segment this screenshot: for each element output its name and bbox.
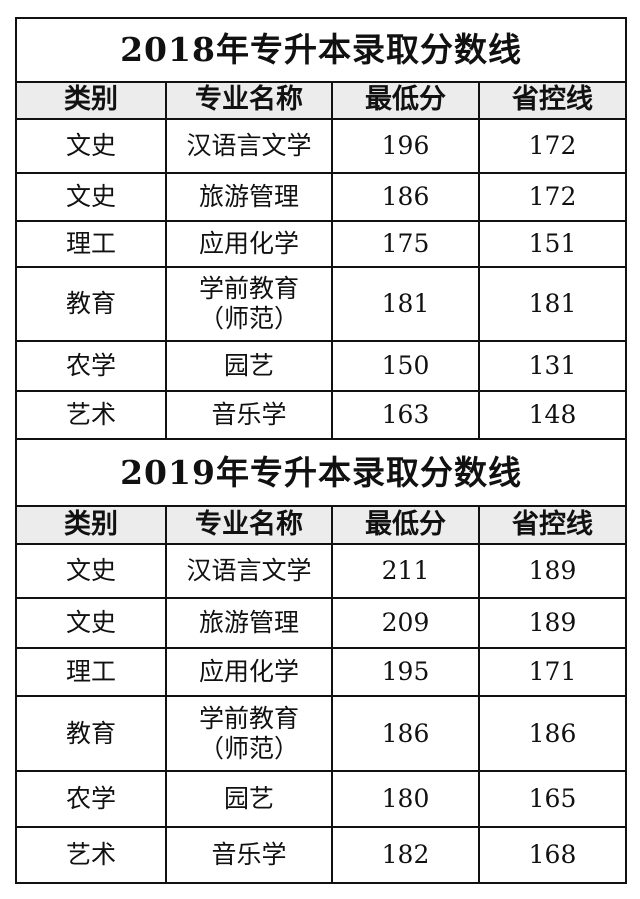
- cell-min-score: 209: [331, 597, 480, 649]
- cell-major: 学前教育 （师范）: [165, 695, 333, 772]
- table-title: 2019年专升本录取分数线: [14, 438, 628, 507]
- cell-major: 园艺: [165, 340, 333, 392]
- cell-control-line: 148: [477, 390, 628, 440]
- table-title-row: 2019年专升本录取分数线: [14, 438, 628, 507]
- cell-min-score: 186: [331, 695, 480, 772]
- cell-category: 文史: [15, 172, 167, 222]
- table-title: 2018年专升本录取分数线: [14, 17, 628, 83]
- cell-major: 应用化学: [165, 220, 333, 268]
- cell-control-line: 172: [477, 172, 628, 222]
- cell-min-score: 211: [331, 543, 480, 599]
- cell-min-score: 163: [331, 390, 480, 440]
- cell-major: 旅游管理: [165, 597, 333, 649]
- cell-control-line: 189: [477, 597, 628, 649]
- cell-min-score: 196: [331, 118, 480, 174]
- cell-category: 文史: [15, 118, 167, 174]
- column-header: 省控线: [477, 81, 628, 120]
- cell-min-score: 195: [331, 647, 480, 697]
- cell-category: 农学: [15, 340, 167, 392]
- table-row: 文史 旅游管理 186 172: [15, 172, 628, 222]
- cell-control-line: 131: [477, 340, 628, 392]
- table-row: 文史 旅游管理 209 189: [15, 597, 628, 649]
- table-row: 农学 园艺 180 165: [15, 770, 628, 828]
- cell-min-score: 175: [331, 220, 480, 268]
- cell-major: 音乐学: [165, 390, 333, 440]
- cell-control-line: 168: [477, 826, 628, 884]
- cell-control-line: 151: [477, 220, 628, 268]
- column-header: 类别: [15, 505, 167, 545]
- cell-min-score: 180: [331, 770, 480, 828]
- cell-category: 文史: [15, 543, 167, 599]
- header-row: 类别 专业名称 最低分 省控线: [15, 81, 628, 120]
- cell-category: 理工: [15, 647, 167, 697]
- table-row: 教育 学前教育 （师范） 181 181: [15, 266, 628, 342]
- cell-min-score: 186: [331, 172, 480, 222]
- cell-major: 园艺: [165, 770, 333, 828]
- column-header: 最低分: [331, 505, 480, 545]
- table-row: 理工 应用化学 195 171: [15, 647, 628, 697]
- column-header: 最低分: [331, 81, 480, 120]
- cell-category: 艺术: [15, 390, 167, 440]
- cell-major: 学前教育 （师范）: [165, 266, 333, 342]
- table-row: 理工 应用化学 175 151: [15, 220, 628, 268]
- table-row: 文史 汉语言文学 211 189: [15, 543, 628, 599]
- cell-category: 农学: [15, 770, 167, 828]
- cell-major: 汉语言文学: [165, 118, 333, 174]
- cell-category: 教育: [15, 695, 167, 772]
- column-header: 省控线: [477, 505, 628, 545]
- cell-category: 教育: [15, 266, 167, 342]
- cell-control-line: 165: [477, 770, 628, 828]
- cell-control-line: 171: [477, 647, 628, 697]
- cell-major: 旅游管理: [165, 172, 333, 222]
- table-row: 教育 学前教育 （师范） 186 186: [15, 695, 628, 772]
- cell-min-score: 150: [331, 340, 480, 392]
- table-row: 农学 园艺 150 131: [15, 340, 628, 392]
- column-header: 专业名称: [165, 81, 333, 120]
- cell-control-line: 172: [477, 118, 628, 174]
- cell-major: 应用化学: [165, 647, 333, 697]
- cell-category: 理工: [15, 220, 167, 268]
- cell-control-line: 186: [477, 695, 628, 772]
- column-header: 类别: [15, 81, 167, 120]
- cell-major: 汉语言文学: [165, 543, 333, 599]
- table-row: 艺术 音乐学 182 168: [15, 826, 628, 884]
- cell-min-score: 182: [331, 826, 480, 884]
- cell-category: 文史: [15, 597, 167, 649]
- column-header: 专业名称: [165, 505, 333, 545]
- cell-control-line: 181: [477, 266, 628, 342]
- table-row: 艺术 音乐学 163 148: [15, 390, 628, 440]
- table-row: 文史 汉语言文学 196 172: [15, 118, 628, 174]
- score-tables: 2018年专升本录取分数线 类别 专业名称 最低分 省控线 文史 汉语言文学 196 172 文史…: [14, 17, 628, 884]
- cell-category: 艺术: [15, 826, 167, 884]
- table-title-row: 2018年专升本录取分数线: [14, 17, 628, 83]
- admission-score-table: 2018年专升本录取分数线 类别 专业名称 最低分 省控线 文史 汉语言文学 196 172 文史…: [14, 17, 628, 884]
- header-row: 类别 专业名称 最低分 省控线: [15, 505, 628, 545]
- cell-control-line: 189: [477, 543, 628, 599]
- cell-major: 音乐学: [165, 826, 333, 884]
- cell-min-score: 181: [331, 266, 480, 342]
